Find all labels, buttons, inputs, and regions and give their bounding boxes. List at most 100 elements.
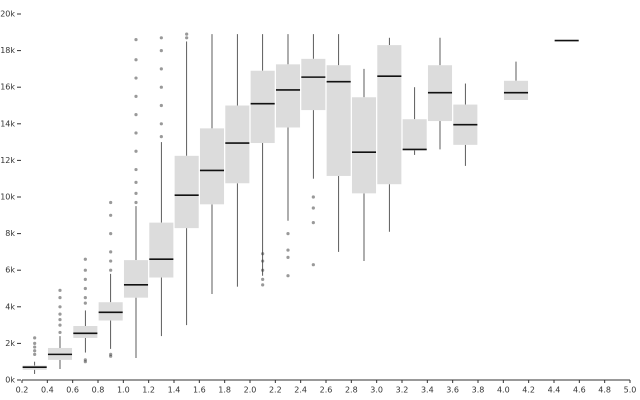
outlier: [109, 200, 113, 205]
outlier: [134, 191, 138, 195]
x-tick-label: 4.6: [573, 386, 586, 395]
x-tick-label: 4.4: [548, 386, 561, 395]
y-tick-label: 10k: [0, 193, 15, 202]
x-tick-label: 0.6: [66, 386, 79, 395]
x-tick-label: 3.4: [421, 386, 434, 395]
outlier: [109, 352, 113, 356]
outlier: [33, 349, 37, 353]
x-tick-label: 3.0: [370, 386, 383, 395]
y-tick-label: 18k: [0, 46, 15, 55]
box: [402, 119, 427, 151]
x-tick-label: 0.2: [16, 386, 29, 395]
x-tick-label: 2.8: [345, 386, 358, 395]
outlier: [134, 167, 138, 172]
outlier: [311, 195, 315, 199]
outlier: [134, 94, 138, 98]
outlier: [58, 312, 62, 316]
x-tick-label: 2.0: [244, 386, 257, 395]
box: [149, 222, 174, 278]
outlier: [286, 255, 290, 259]
outlier: [286, 248, 290, 252]
outlier: [185, 32, 189, 36]
outlier: [83, 296, 87, 300]
outlier: [109, 232, 113, 236]
outlier: [83, 358, 87, 362]
outlier: [159, 49, 163, 53]
box: [225, 105, 250, 184]
outlier: [33, 336, 37, 340]
outlier: [33, 352, 37, 356]
x-tick-label: 1.2: [142, 386, 155, 395]
outlier: [83, 301, 87, 305]
outlier: [58, 318, 62, 322]
box: [199, 128, 225, 205]
outlier: [83, 257, 87, 261]
outlier: [58, 323, 62, 327]
outlier: [134, 38, 138, 42]
outlier: [58, 296, 62, 300]
outlier: [83, 268, 87, 272]
y-tick-label: 14k: [0, 119, 15, 128]
outlier: [261, 268, 265, 272]
box: [503, 80, 529, 101]
outlier: [185, 36, 189, 40]
x-tick-label: 5.0: [624, 386, 637, 395]
outlier: [159, 36, 163, 40]
box: [377, 45, 402, 185]
outlier: [159, 135, 163, 139]
outlier: [134, 180, 138, 184]
outlier: [83, 277, 87, 281]
x-tick-label: 3.6: [446, 386, 459, 395]
x-tick-label: 1.6: [193, 386, 206, 395]
outlier: [134, 113, 138, 117]
outlier: [286, 232, 290, 236]
outlier: [33, 341, 37, 345]
box: [98, 302, 123, 321]
x-tick-label: 1.0: [117, 386, 130, 395]
x-tick-label: 4.0: [497, 386, 510, 395]
box: [174, 155, 199, 229]
y-tick-label: 8k: [5, 229, 15, 238]
box: [275, 64, 301, 128]
outlier: [109, 213, 113, 217]
box: [301, 58, 326, 111]
outlier: [311, 221, 315, 225]
y-tick-label: 4k: [5, 302, 15, 311]
x-tick-label: 3.2: [396, 386, 409, 395]
outlier: [261, 283, 265, 287]
outlier: [311, 263, 315, 267]
outlier: [109, 259, 113, 263]
x-tick-label: 2.2: [269, 386, 282, 395]
outlier: [109, 250, 113, 254]
outlier: [109, 268, 113, 272]
y-tick-label: 20k: [0, 10, 15, 19]
x-tick-label: 2.6: [320, 386, 333, 395]
outlier: [58, 330, 62, 335]
outlier: [159, 67, 163, 71]
box: [73, 326, 98, 338]
outlier: [58, 288, 62, 292]
outlier: [159, 85, 163, 89]
outlier: [261, 277, 265, 281]
box: [351, 97, 377, 194]
outlier: [261, 252, 265, 256]
outlier: [159, 122, 163, 126]
outlier: [261, 259, 265, 263]
x-tick-label: 4.8: [598, 386, 611, 395]
x-tick-label: 0.4: [41, 386, 54, 395]
outlier: [134, 58, 138, 62]
x-tick-label: 0.8: [92, 386, 105, 395]
y-tick-label: 2k: [5, 339, 15, 348]
x-tick-label: 1.4: [168, 386, 181, 395]
outlier: [83, 286, 87, 291]
box: [250, 70, 275, 144]
box: [326, 65, 351, 176]
x-tick-label: 4.2: [522, 386, 535, 395]
box: [123, 260, 149, 298]
outlier: [134, 149, 138, 153]
outlier: [159, 103, 163, 108]
y-tick-label: 12k: [0, 156, 15, 165]
y-tick-label: 16k: [0, 83, 15, 92]
outlier: [33, 345, 37, 349]
